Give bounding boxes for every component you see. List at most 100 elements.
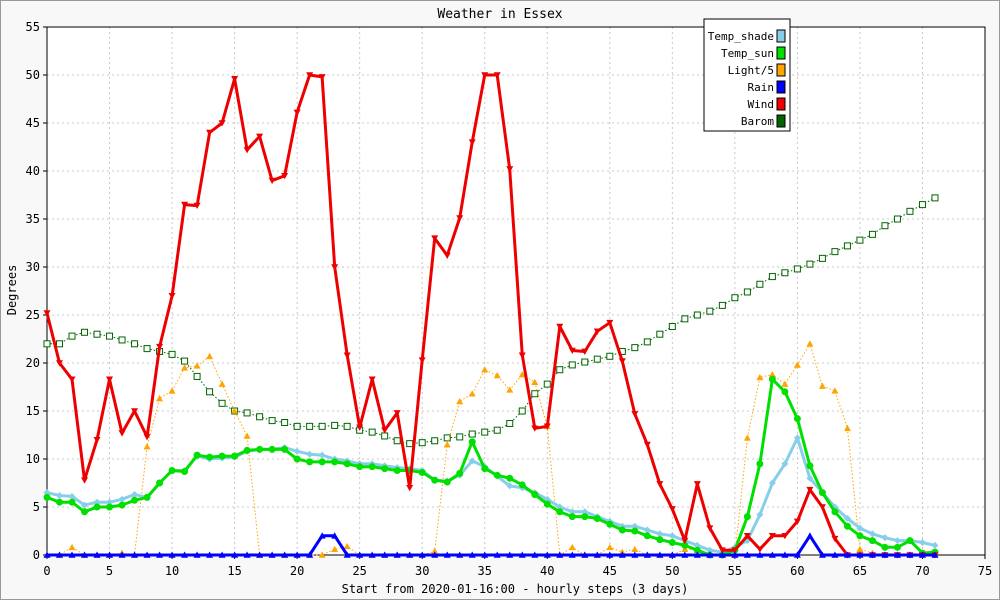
y-tick-label: 25 [26,308,40,322]
data-point-temp-sun [881,543,889,551]
data-point-temp-sun [906,537,914,545]
data-point-rain [256,551,264,558]
data-point-temp-sun [543,500,551,508]
data-point-light-5 [756,373,764,381]
data-point-rain [531,551,539,558]
data-point-wind [618,358,626,365]
x-axis-label: Start from 2020-01-16:00 - hourly steps … [342,582,689,596]
data-point-light-5 [631,545,639,553]
data-point-rain [831,551,839,558]
data-point-barom [918,201,926,209]
data-point-temp-shade [893,537,901,545]
data-point-rain [206,551,214,558]
data-point-barom [831,248,839,256]
data-point-temp-shade [106,498,114,506]
y-tick-label: 50 [26,68,40,82]
legend-swatch-rain [776,80,786,94]
x-tick-label: 65 [853,564,867,578]
data-point-temp-sun [631,527,639,535]
data-point-rain [868,551,876,558]
data-point-temp-shade [68,492,76,500]
data-point-barom [406,440,414,448]
legend-label-rain: Rain [748,81,775,94]
data-point-wind [418,357,426,364]
x-tick-label: 45 [603,564,617,578]
legend-label-temp-sun: Temp_sun [721,47,774,60]
data-point-barom [806,260,814,268]
data-point-rain [68,551,76,558]
data-point-barom [206,388,214,396]
data-point-rain [493,551,501,558]
data-point-temp-shade [293,447,301,455]
data-point-temp-sun [356,463,364,471]
data-point-wind [481,72,489,79]
data-point-temp-sun [218,452,226,460]
data-point-barom [681,315,689,323]
data-point-temp-sun [93,503,101,511]
data-point-barom [243,409,251,417]
data-point-barom [868,230,876,238]
data-point-light-5 [768,371,776,378]
data-point-rain [93,551,101,558]
data-point-wind [681,537,689,545]
data-point-rain [468,551,476,558]
chart-title: Weather in Essex [437,7,562,22]
data-point-temp-sun [381,465,389,473]
data-point-barom [843,242,851,250]
data-point-wind [368,376,376,383]
data-point-barom [931,194,939,202]
data-point-light-5 [568,543,576,551]
data-point-wind [643,441,651,449]
data-point-wind [318,74,326,81]
data-point-barom [581,358,589,366]
data-point-temp-sun [518,481,526,489]
data-point-rain [268,551,276,558]
data-point-rain [368,551,376,558]
legend-swatch-wind [776,97,786,111]
data-point-light-5 [331,545,339,553]
data-point-wind [518,352,526,359]
x-tick-label: 10 [165,564,179,578]
data-point-barom [506,419,514,427]
data-point-rain [356,551,364,558]
data-point-temp-sun [118,501,126,509]
data-point-rain [243,551,251,558]
data-point-barom [881,222,889,230]
data-point-temp-sun [418,468,426,476]
data-point-temp-shade [706,546,714,554]
data-point-temp-sun [43,493,51,501]
data-point-light-5 [243,432,251,439]
data-point-temp-sun [581,513,589,521]
data-point-barom [343,422,351,430]
data-point-barom [468,430,476,438]
data-point-barom [443,434,451,442]
data-point-barom [68,332,76,340]
data-point-wind [781,533,789,540]
data-point-temp-shade [306,450,314,458]
data-point-wind [231,76,239,83]
data-point-rain [593,551,601,558]
data-point-rain [156,551,164,558]
data-point-rain [693,551,701,558]
data-point-wind [568,347,576,355]
data-point-temp-sun [856,532,864,540]
data-point-wind [506,166,514,173]
data-point-temp-sun [368,463,376,471]
data-point-wind [181,201,189,209]
data-point-barom [781,269,789,277]
x-tick-label: 25 [352,564,366,578]
data-point-barom [693,311,701,319]
data-point-wind [156,343,164,351]
data-point-barom [493,426,501,434]
legend: Temp_shade Temp_sun Light/5 Rain Wind Barom [703,18,791,132]
data-point-temp-sun [868,537,876,545]
data-point-temp-sun [806,462,814,470]
data-point-rain [743,551,751,558]
data-point-wind [756,546,764,553]
legend-swatch-temp-sun [776,46,786,60]
x-tick-label: 0 [43,564,50,578]
data-point-barom [306,422,314,430]
data-point-barom [668,323,676,331]
data-point-rain [543,551,551,558]
data-point-light-5 [443,441,451,448]
